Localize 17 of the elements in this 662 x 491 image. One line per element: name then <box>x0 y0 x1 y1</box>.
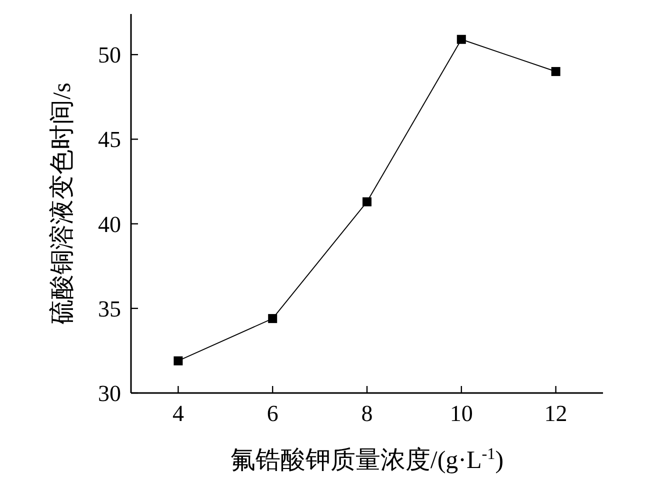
x-tick-label: 6 <box>266 401 278 426</box>
y-tick-label: 40 <box>98 212 121 237</box>
point <box>456 34 466 44</box>
x-axis-title: 氟锆酸钾质量浓度/(g·L$^{-1}$) <box>230 445 504 474</box>
y-tick-label: 45 <box>98 127 121 152</box>
x-tick-label: 8 <box>361 401 373 426</box>
point <box>362 197 372 206</box>
y-tick-label: 30 <box>98 381 121 406</box>
point <box>174 356 183 366</box>
x-tick-label: 4 <box>172 401 184 426</box>
y-tick-label: 50 <box>98 42 121 68</box>
y-tick-label: 35 <box>98 296 121 322</box>
x-tick-label: 10 <box>450 401 473 426</box>
x-tick-label: 12 <box>544 401 568 426</box>
y-axis-title: 硫酸铜溶液变色时间/s <box>48 82 76 324</box>
point <box>551 67 560 76</box>
point <box>268 314 278 324</box>
